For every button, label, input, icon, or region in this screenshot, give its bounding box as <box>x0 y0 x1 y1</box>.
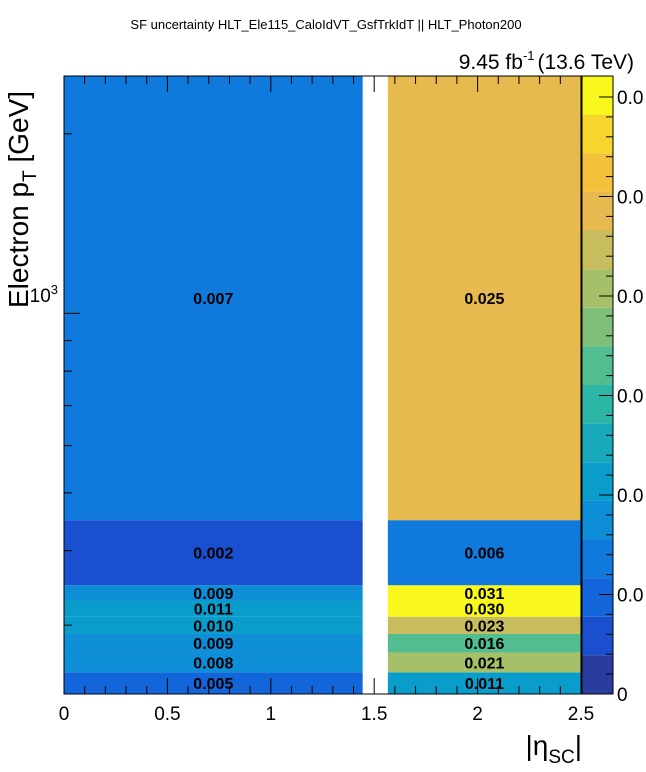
plot-frame <box>63 75 582 695</box>
cell-value-label: 0.007 <box>193 291 233 308</box>
heatmap-cell <box>64 616 363 634</box>
x-tick-label: 1.5 <box>361 704 387 725</box>
cell-value-label: 0.023 <box>464 618 504 635</box>
color-scale-segment <box>582 269 613 308</box>
cell-value-label: 0.009 <box>193 636 233 653</box>
cell-value-label: 0.008 <box>193 655 233 672</box>
cell-value-label: 0.011 <box>194 602 233 619</box>
x-axis-title: |ηSC| <box>525 730 582 768</box>
color-scale-segment <box>582 230 613 270</box>
x-tick-label: 2 <box>472 704 483 725</box>
heatmap-cell <box>64 585 363 601</box>
x-tick-label: 1 <box>266 704 277 725</box>
cell-value-label: 0.011 <box>465 676 504 693</box>
x-tick-label: 0.5 <box>154 704 180 725</box>
color-scale-segment <box>582 191 613 231</box>
y-axis-title-sub: T <box>20 170 41 182</box>
cell-value-label: 0.021 <box>464 655 504 672</box>
color-scale-tick-label: 0.0 <box>617 88 643 109</box>
y-tick-label-1000: 103 <box>30 282 58 307</box>
color-scale-segment <box>582 76 613 115</box>
color-scale-segment <box>582 153 613 192</box>
lumi-value: 9.45 fb <box>459 51 523 74</box>
y-tick-base: 10 <box>30 286 51 307</box>
color-scale-tick-label: 0.0 <box>617 486 643 507</box>
heatmap-cell <box>64 600 363 617</box>
lumi-superscript: -1 <box>523 48 535 63</box>
heatmap-cell <box>387 616 581 634</box>
color-scale-segment <box>582 346 613 385</box>
heatmap-cell <box>64 520 363 586</box>
x-tick-label: 0 <box>59 704 70 725</box>
color-scale-frame <box>581 75 614 695</box>
color-scale-segment <box>582 385 613 424</box>
cell-value-label: 0.002 <box>193 546 233 563</box>
heatmap-cell <box>64 672 363 694</box>
cell-value-label: 0.006 <box>464 546 504 563</box>
y-axis-ticks <box>64 133 80 626</box>
color-scale-segment <box>582 655 613 694</box>
cell-value-label: 0.010 <box>193 618 233 635</box>
x-axis-title-main: |η <box>525 730 548 761</box>
heatmap-cell <box>387 520 581 586</box>
color-scale-tick-label: 0.0 <box>617 586 643 607</box>
color-scale-segment <box>582 307 613 347</box>
cell-value-label: 0.005 <box>193 676 233 693</box>
color-scale-tick-label: 0.0 <box>617 287 643 308</box>
cell-value-label: 0.031 <box>464 586 504 603</box>
color-scale-segment <box>582 462 613 501</box>
color-scale-segment <box>582 578 613 617</box>
color-scale-tick-label: 0.0 <box>617 188 643 209</box>
x-axis-title-close: | <box>575 730 582 761</box>
heatmap-cell <box>387 585 581 601</box>
color-scale-tick-label: 0 <box>617 685 628 706</box>
color-scale-segment <box>582 423 613 463</box>
chart-title: SF uncertainty HLT_Ele115_CaloIdVT_GsfTr… <box>130 17 521 32</box>
x-axis-title-sub: SC <box>548 747 574 768</box>
luminosity-label: 9.45 fb-1 (13.6 TeV) <box>459 48 634 74</box>
color-scale-segment <box>582 616 613 656</box>
y-tick-exponent: 3 <box>51 282 58 297</box>
heatmap-cell <box>387 600 581 617</box>
cell-value-label: 0.030 <box>464 602 504 619</box>
heatmap-cell-labels: 0.005 0.011 0.008 0.021 0.009 0.016 0.010 0.023… <box>193 291 504 693</box>
x-axis-ticks: 0 0.5 1 1.5 2 2.5 <box>59 76 594 725</box>
color-scale-ticks: 0 0.0 0.0 0.0 0.0 0.0 0.0 <box>599 88 643 706</box>
color-scale-bar <box>581 75 614 695</box>
heatmap-cells <box>64 76 581 694</box>
cell-value-label: 0.025 <box>464 291 504 308</box>
heatmap-cell <box>64 633 363 653</box>
y-axis-title: Electron pT [GeV] <box>3 91 41 308</box>
color-scale-segment <box>582 114 613 154</box>
y-axis-title-unit: [GeV] <box>3 91 34 170</box>
heatmap-cell <box>387 76 581 521</box>
heatmap-cell <box>64 652 363 673</box>
cell-value-label: 0.009 <box>193 586 233 603</box>
x-tick-label: 2.5 <box>568 704 594 725</box>
lumi-energy: (13.6 TeV) <box>538 51 635 74</box>
color-scale-segment <box>582 539 613 579</box>
cell-value-label: 0.016 <box>464 636 504 653</box>
color-scale-segment <box>582 500 613 540</box>
y-axis-title-main: Electron p <box>3 182 34 308</box>
heatmap-cell <box>387 652 581 673</box>
heatmap-cell <box>64 76 363 521</box>
color-scale-tick-label: 0.0 <box>617 387 643 408</box>
heatmap-cell <box>387 633 581 653</box>
